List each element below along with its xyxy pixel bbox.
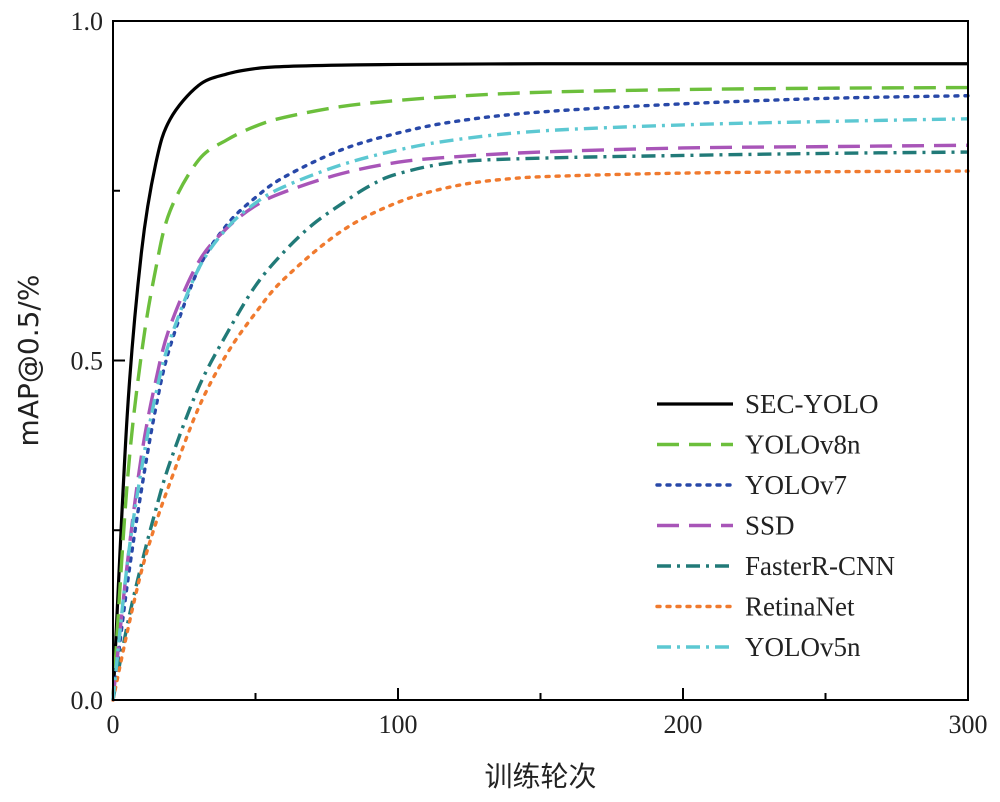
legend-label-4: FasterR-CNN	[745, 551, 895, 581]
legend-label-6: YOLOv5n	[745, 632, 861, 662]
x-tick-label: 100	[379, 710, 418, 739]
series-line-4	[111, 150, 969, 701]
legend-label-2: YOLOv7	[745, 470, 847, 500]
series-line-0	[111, 62, 968, 701]
legend: SEC-YOLO YOLOv8n YOLOv7 SSD FasterR-CNN Retin…	[655, 389, 895, 662]
y-axis-title: mAP@0.5/%	[12, 275, 45, 447]
legend-label-5: RetinaNet	[745, 592, 855, 622]
y-tick-label: 1.0	[71, 7, 104, 36]
y-tick-label: 0.5	[71, 347, 104, 376]
series-line-1	[111, 85, 969, 701]
series-line-3	[111, 143, 969, 701]
legend-label-1: YOLOv8n	[745, 430, 861, 460]
series-line-6	[111, 117, 969, 701]
legend-label-3: SSD	[745, 511, 795, 541]
ticks-layer: 0 100 200 300 0.0 0.5 1.0	[71, 7, 988, 739]
legend-label-0: SEC-YOLO	[745, 389, 879, 419]
y-tick-label: 0.0	[71, 686, 104, 715]
series-line-2	[111, 93, 970, 702]
x-tick-label: 300	[949, 710, 988, 739]
series-layer	[111, 62, 970, 702]
x-tick-label: 0	[107, 710, 120, 739]
x-axis-title: 训练轮次	[484, 760, 596, 793]
x-tick-label: 200	[664, 710, 703, 739]
